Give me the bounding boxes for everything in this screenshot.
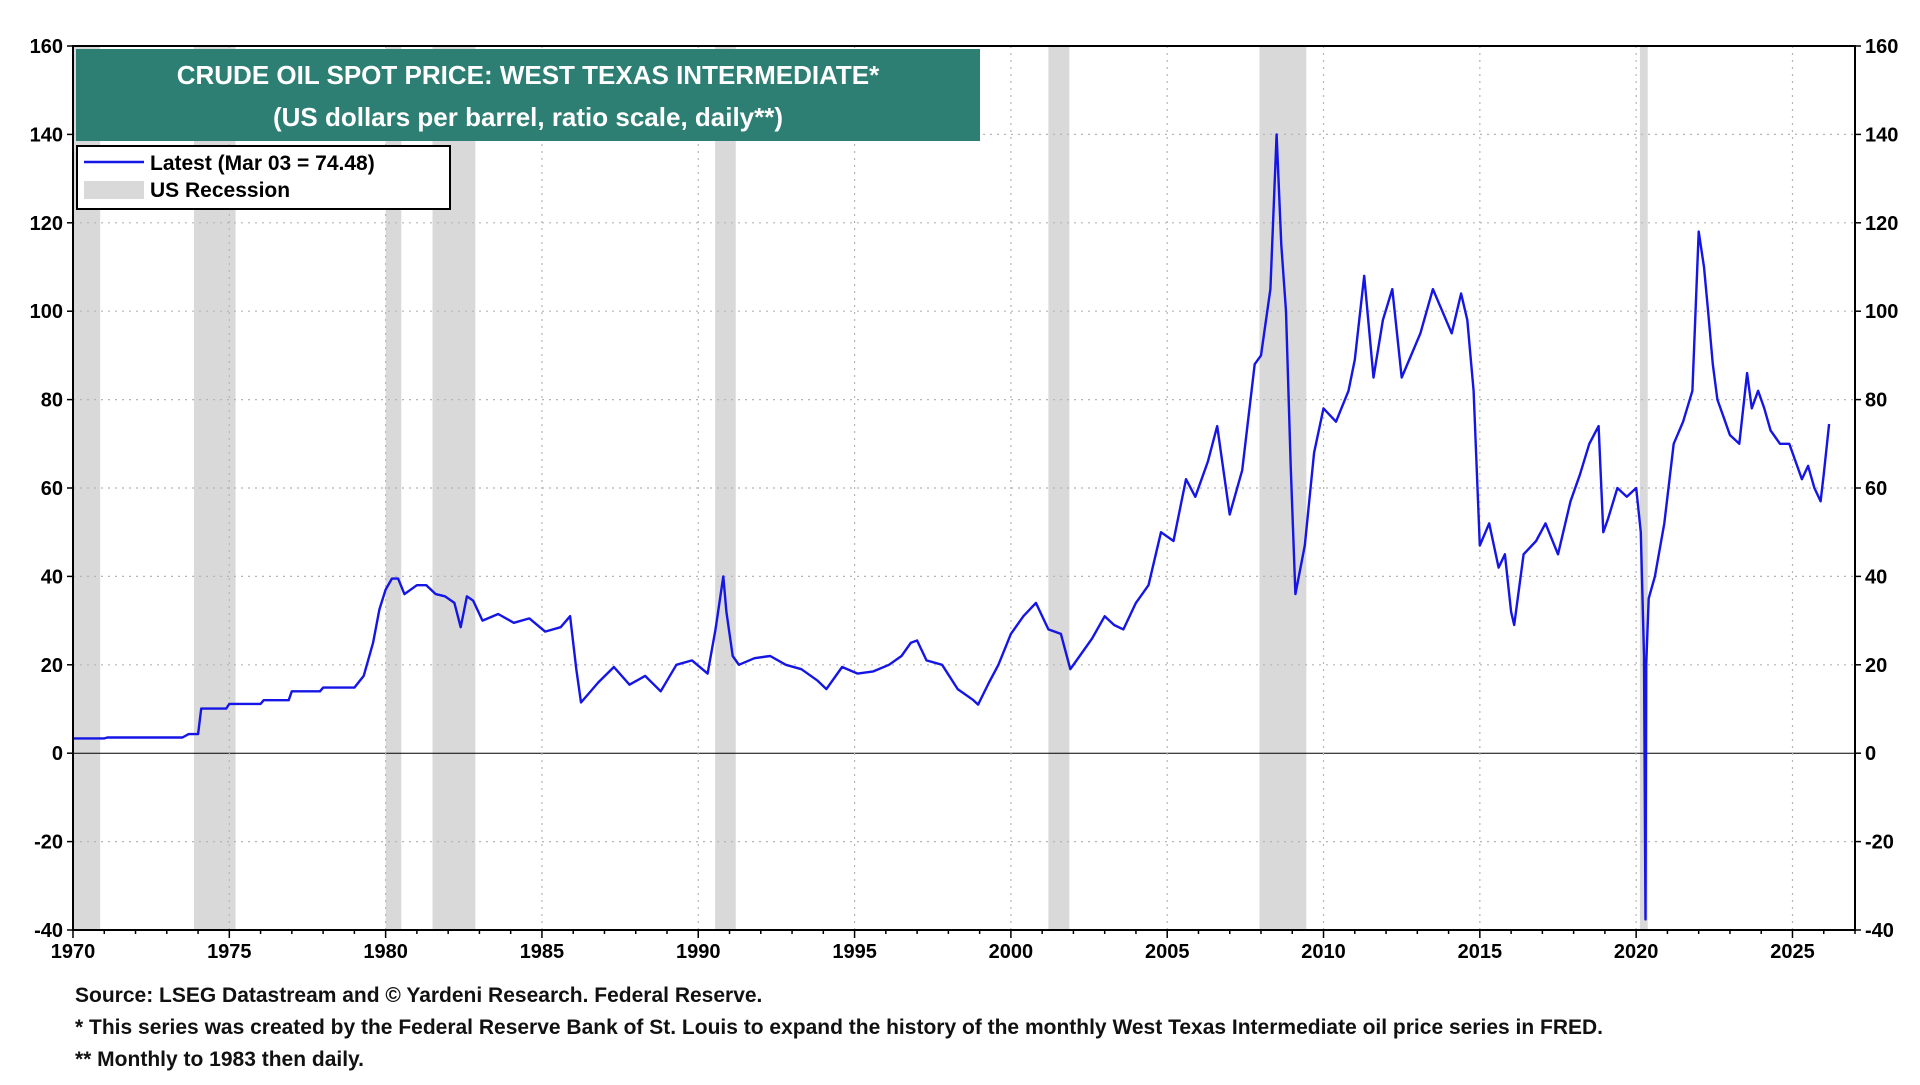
x-tick-label: 2010 — [1301, 941, 1346, 963]
chart-title: CRUDE OIL SPOT PRICE: WEST TEXAS INTERME… — [177, 60, 880, 90]
y-tick-label-right: 140 — [1865, 124, 1898, 146]
y-tick-label-right: 100 — [1865, 301, 1898, 323]
series-line-layer — [73, 133, 1831, 921]
footnote-two: ** Monthly to 1983 then daily. — [75, 1048, 364, 1071]
footnote-one: * This series was created by the Federal… — [75, 1016, 1604, 1039]
x-tick-label: 1970 — [51, 941, 96, 963]
y-tick-label-left: 40 — [41, 566, 63, 588]
x-tick-label: 2005 — [1145, 941, 1190, 963]
legend-series-label: Latest (Mar 03 = 74.48) — [150, 152, 375, 175]
series-line-1 — [73, 133, 1831, 921]
x-tick-label: 1980 — [363, 941, 408, 963]
y-tick-label-right: 0 — [1865, 743, 1876, 765]
y-tick-label-left: 0 — [52, 743, 63, 765]
y-tick-label-left: 120 — [30, 213, 63, 235]
x-tick-label: 2000 — [989, 941, 1034, 963]
x-tick-label: 2015 — [1458, 941, 1503, 963]
x-tick-label: 1990 — [676, 941, 721, 963]
y-tick-label-left: 100 — [30, 301, 63, 323]
x-tick-label: 1985 — [520, 941, 565, 963]
x-tick-label: 1975 — [207, 941, 252, 963]
recession-band-3 — [385, 46, 402, 930]
legend-recession-swatch — [84, 181, 144, 199]
recession-band-8 — [1639, 46, 1648, 930]
chart-subtitle: (US dollars per barrel, ratio scale, dai… — [273, 102, 783, 132]
x-tick-label: 2020 — [1614, 941, 1659, 963]
y-tick-label-left: 80 — [41, 390, 63, 412]
y-tick-label-right: 20 — [1865, 655, 1887, 677]
y-tick-label-left: -20 — [34, 832, 63, 854]
title-box — [76, 49, 980, 141]
y-axis-right-ticks: -40 -20 0 20 40 60 80 100 120 140 160 — [1855, 36, 1898, 942]
y-tick-label-right: 120 — [1865, 213, 1898, 235]
y-tick-label-left: -40 — [34, 920, 63, 942]
y-tick-label-right: 40 — [1865, 566, 1887, 588]
x-tick-label: 2025 — [1770, 941, 1815, 963]
footnotes: Source: LSEG Datastream and © Yardeni Re… — [75, 980, 1875, 1076]
recession-band-6 — [1048, 46, 1070, 930]
y-tick-label-right: 60 — [1865, 478, 1887, 500]
legend: Latest (Mar 03 = 74.48) US Recession — [76, 145, 451, 210]
x-tick-label: 1995 — [832, 941, 877, 963]
legend-recession-label: US Recession — [150, 179, 290, 202]
y-tick-label-left: 60 — [41, 478, 63, 500]
y-tick-label-left: 20 — [41, 655, 63, 677]
x-axis-ticks: 1970 1975 1980 1985 1990 1995 2000 2005 2010 2015… — [51, 930, 1856, 963]
source-note: Source: LSEG Datastream and © Yardeni Re… — [75, 984, 763, 1007]
y-axis-left-ticks: -40 -20 0 20 40 60 80 100 120 140 160 — [30, 36, 73, 942]
y-tick-label-right: 80 — [1865, 390, 1887, 412]
y-tick-label-right: -20 — [1865, 832, 1894, 854]
y-tick-label-left: 140 — [30, 124, 63, 146]
y-tick-label-right: 160 — [1865, 36, 1898, 58]
y-tick-label-left: 160 — [30, 36, 63, 58]
y-tick-label-right: -40 — [1865, 920, 1894, 942]
